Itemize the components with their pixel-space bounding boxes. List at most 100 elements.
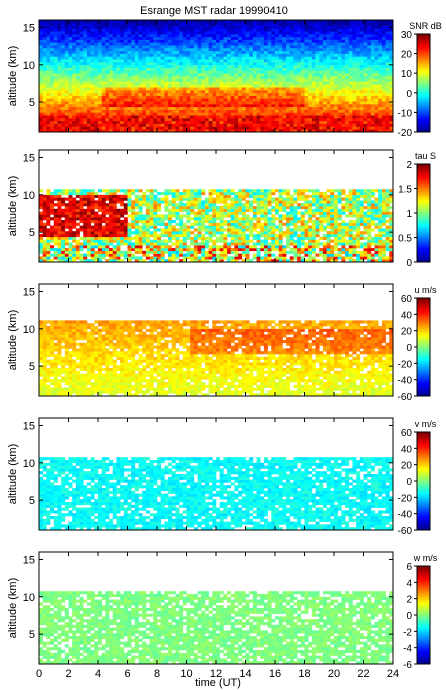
heatmap-cell xyxy=(234,70,239,74)
heatmap-cell xyxy=(359,56,364,60)
heatmap-cell xyxy=(175,45,180,49)
heatmap-cell xyxy=(263,84,268,88)
heatmap-cell xyxy=(83,253,88,257)
heatmap-cell xyxy=(83,189,88,193)
heatmap-cell xyxy=(79,245,84,249)
heatmap-cell xyxy=(98,197,102,201)
heatmap-cell xyxy=(212,36,217,40)
heatmap-cell xyxy=(90,81,95,85)
heatmap-cell xyxy=(271,118,276,122)
heatmap-cell xyxy=(75,118,80,122)
heatmap-cell xyxy=(127,59,132,63)
heatmap-cell xyxy=(175,36,180,40)
heatmap-cell xyxy=(204,126,209,130)
heatmap-cell xyxy=(212,20,217,24)
heatmap-cell xyxy=(234,34,239,38)
heatmap-cell xyxy=(109,192,114,196)
heatmap-cell xyxy=(337,53,342,57)
heatmap-cell xyxy=(64,36,69,40)
heatmap-cell xyxy=(300,109,305,113)
heatmap-cell xyxy=(260,20,265,24)
heatmap-cell xyxy=(197,31,202,35)
heatmap-cell xyxy=(374,53,379,57)
heatmap-cell xyxy=(50,39,55,43)
heatmap-cell xyxy=(68,197,73,201)
heatmap-cell xyxy=(363,90,368,94)
heatmap-cell xyxy=(267,59,272,63)
heatmap-cell xyxy=(42,197,47,201)
heatmap-cell xyxy=(182,34,187,38)
heatmap-cell xyxy=(142,126,147,130)
heatmap-cell xyxy=(157,20,161,24)
heatmap-cell xyxy=(64,87,69,91)
heatmap-cell xyxy=(50,253,55,257)
heatmap-cell xyxy=(145,214,150,218)
heatmap-cell xyxy=(79,197,84,201)
heatmap-cell xyxy=(359,120,364,124)
heatmap-cell xyxy=(252,120,257,124)
heatmap-cell xyxy=(142,39,147,43)
heatmap-cell xyxy=(300,62,305,66)
heatmap-cell xyxy=(39,87,43,91)
heatmap-cell xyxy=(134,109,139,113)
heatmap-cell xyxy=(238,73,243,77)
heatmap-cell xyxy=(278,90,283,94)
heatmap-cell xyxy=(142,31,147,35)
heatmap-cell xyxy=(297,67,302,71)
heatmap-cell xyxy=(72,225,77,229)
heatmap-cell xyxy=(105,217,110,221)
heatmap-cell xyxy=(245,34,250,38)
heatmap-cell xyxy=(300,101,305,105)
heatmap-cell xyxy=(241,25,246,29)
heatmap-cell xyxy=(142,192,147,196)
heatmap-cell xyxy=(367,126,372,130)
heatmap-cell xyxy=(223,106,228,110)
heatmap-cell xyxy=(68,118,73,122)
heatmap-cell xyxy=(39,112,43,116)
heatmap-cell xyxy=(322,98,327,102)
heatmap-cell xyxy=(208,253,213,257)
heatmap-cell xyxy=(61,81,66,85)
heatmap-cell xyxy=(190,222,195,226)
heatmap-cell xyxy=(142,200,147,204)
heatmap-cell xyxy=(208,70,213,74)
heatmap-cell xyxy=(175,25,180,29)
heatmap-cell xyxy=(53,115,58,119)
heatmap-cell xyxy=(109,234,114,238)
heatmap-cell xyxy=(46,214,51,218)
heatmap-cell xyxy=(86,126,91,130)
heatmap-cell xyxy=(42,259,47,263)
heatmap-cell xyxy=(83,211,88,215)
heatmap-cell xyxy=(322,81,327,85)
colorbar-step xyxy=(417,83,430,85)
heatmap-cell xyxy=(83,239,88,243)
heatmap-cell xyxy=(315,53,320,57)
heatmap-cell xyxy=(367,28,372,32)
heatmap-cell xyxy=(160,104,165,108)
heatmap-cell xyxy=(116,67,121,71)
heatmap-cell xyxy=(127,87,132,91)
heatmap-cell xyxy=(315,84,320,88)
heatmap-cell xyxy=(267,36,272,40)
heatmap-cell xyxy=(42,25,47,29)
heatmap-cell xyxy=(389,70,394,74)
heatmap-cell xyxy=(57,95,62,99)
heatmap-cell xyxy=(315,106,320,110)
heatmap-cell xyxy=(367,34,372,38)
heatmap-cell xyxy=(72,253,77,257)
heatmap-cell xyxy=(50,259,55,263)
heatmap-cell xyxy=(322,106,327,110)
heatmap-cell xyxy=(297,73,302,77)
heatmap-cell xyxy=(260,104,265,108)
heatmap-cell xyxy=(227,129,232,133)
heatmap-cell xyxy=(267,42,272,46)
heatmap-cell xyxy=(168,217,173,221)
heatmap-cell xyxy=(182,87,187,91)
heatmap-cell xyxy=(352,120,357,124)
heatmap-cell xyxy=(98,109,102,113)
heatmap-cell xyxy=(123,31,128,35)
heatmap-cell xyxy=(175,129,180,133)
heatmap-cell xyxy=(101,81,106,85)
heatmap-cell xyxy=(105,56,110,60)
heatmap-cell xyxy=(223,64,228,68)
